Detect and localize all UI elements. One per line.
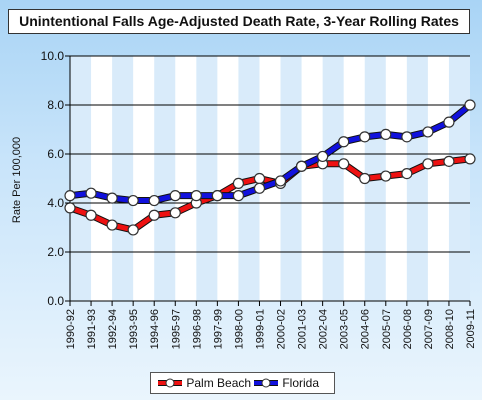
plot-band xyxy=(196,56,218,301)
legend-label-palm-beach: Palm Beach xyxy=(186,376,252,390)
data-point-florida xyxy=(106,192,118,204)
plot-band xyxy=(322,56,344,301)
x-tick-label: 1990-92 xyxy=(65,309,77,349)
x-tick-label: 2009-11 xyxy=(465,309,477,349)
y-tick-label: 4.0 xyxy=(47,196,64,210)
data-point-florida xyxy=(232,190,245,202)
data-point-palm-beach xyxy=(422,158,434,170)
x-tick-label: 2004-06 xyxy=(360,309,372,349)
data-point-florida xyxy=(317,150,329,163)
data-point-palm-beach xyxy=(401,168,413,180)
y-tick-label: 2.0 xyxy=(47,245,64,259)
data-point-palm-beach xyxy=(127,224,139,236)
x-tick-label: 2000-02 xyxy=(276,309,288,349)
plot-band xyxy=(448,56,470,301)
data-point-palm-beach xyxy=(64,202,76,214)
data-point-florida xyxy=(401,131,413,143)
y-tick-label: 8.0 xyxy=(47,98,64,112)
data-point-palm-beach xyxy=(169,207,181,219)
data-point-florida xyxy=(127,194,139,207)
data-point-florida xyxy=(380,128,392,140)
x-tick-label: 1999-01 xyxy=(254,309,266,349)
legend-item-florida: Florida xyxy=(253,373,319,393)
x-tick-label: 2008-10 xyxy=(444,309,456,349)
data-point-palm-beach xyxy=(253,172,266,185)
x-tick-label: 2002-04 xyxy=(318,309,330,349)
y-tick-label: 10.0 xyxy=(41,49,65,63)
data-point-florida xyxy=(64,190,76,202)
plot-band xyxy=(406,56,428,301)
data-point-florida xyxy=(211,190,223,202)
plot-band xyxy=(112,56,134,301)
plot-band xyxy=(70,56,92,301)
legend-swatch-florida xyxy=(254,378,278,388)
data-point-palm-beach xyxy=(232,177,245,189)
data-point-florida xyxy=(464,99,476,111)
x-tick-label: 1995-97 xyxy=(170,309,182,349)
data-point-florida xyxy=(253,182,266,194)
legend-label-florida: Florida xyxy=(282,376,320,390)
data-point-florida xyxy=(295,160,308,172)
x-tick-label: 1992-94 xyxy=(107,309,119,349)
legend-swatch-palm-beach xyxy=(158,378,182,388)
data-point-florida xyxy=(85,187,97,199)
x-tick-label: 2007-09 xyxy=(423,309,435,349)
data-point-palm-beach xyxy=(338,158,350,170)
x-tick-label: 2005-07 xyxy=(381,309,393,349)
legend: Palm Beach Florida xyxy=(150,372,335,394)
data-point-florida xyxy=(190,190,202,202)
y-tick-label: 0.0 xyxy=(47,294,64,308)
data-point-palm-beach xyxy=(148,209,160,221)
plot-band xyxy=(154,56,176,301)
y-axis-title: Rate Per 100,000 xyxy=(11,137,23,223)
x-tick-label: 1996-98 xyxy=(191,309,203,349)
y-tick-label: 6.0 xyxy=(47,147,64,161)
x-tick-label: 1991-93 xyxy=(86,309,98,349)
data-point-florida xyxy=(148,194,160,207)
legend-item-palm-beach: Palm Beach xyxy=(157,373,251,393)
x-tick-label: 2006-08 xyxy=(402,309,414,349)
data-point-florida xyxy=(274,175,287,187)
data-point-florida xyxy=(422,126,434,138)
x-tick-label: 1993-95 xyxy=(128,309,140,349)
data-point-palm-beach xyxy=(359,172,371,185)
chart-title: Unintentional Falls Age-Adjusted Death R… xyxy=(8,9,470,34)
data-point-palm-beach xyxy=(85,209,97,221)
x-tick-label: 2001-03 xyxy=(297,309,309,349)
data-point-florida xyxy=(169,190,181,202)
x-tick-label: 1994-96 xyxy=(149,309,161,349)
x-tick-label: 2003-05 xyxy=(339,309,351,349)
data-point-palm-beach xyxy=(443,155,455,167)
x-tick-label: 1997-99 xyxy=(212,309,224,349)
data-point-palm-beach xyxy=(464,153,476,165)
x-tick-label: 1998-00 xyxy=(233,309,245,349)
data-point-palm-beach xyxy=(380,170,392,182)
data-point-florida xyxy=(338,136,350,148)
data-point-palm-beach xyxy=(106,219,118,231)
data-point-florida xyxy=(443,116,455,128)
data-point-florida xyxy=(359,131,371,143)
